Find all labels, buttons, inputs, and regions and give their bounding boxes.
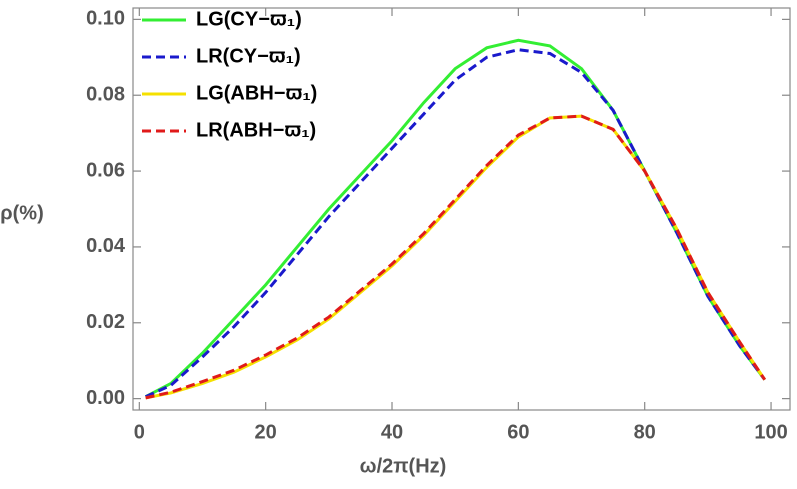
series-line [145,114,766,400]
y-tick-label: 0.00 [86,387,125,409]
x-tick-label: 40 [381,421,403,443]
x-tick-label: 0 [134,421,145,443]
series-line [145,114,766,400]
y-tick-label: 0.02 [86,311,125,333]
x-tick-label: 80 [634,421,656,443]
y-tick-label: 0.10 [86,8,125,30]
legend-label: LG(CY−ϖ₁) [196,8,302,30]
x-axis-label: ω/2π(Hz) [360,455,447,477]
legend-label: LG(ABH−ϖ₁) [196,82,317,104]
y-tick-label: 0.06 [86,159,125,181]
legend-label: LR(ABH−ϖ₁) [196,119,316,141]
legend-label: LR(CY−ϖ₁) [196,45,301,67]
y-tick-label: 0.08 [86,84,125,106]
x-tick-label: 60 [507,421,529,443]
x-tick-label: 20 [255,421,277,443]
y-axis-label: ρ(%) [0,202,43,224]
x-tick-label: 100 [754,421,787,443]
y-tick-label: 0.04 [86,235,126,257]
plot-frame [132,7,791,411]
